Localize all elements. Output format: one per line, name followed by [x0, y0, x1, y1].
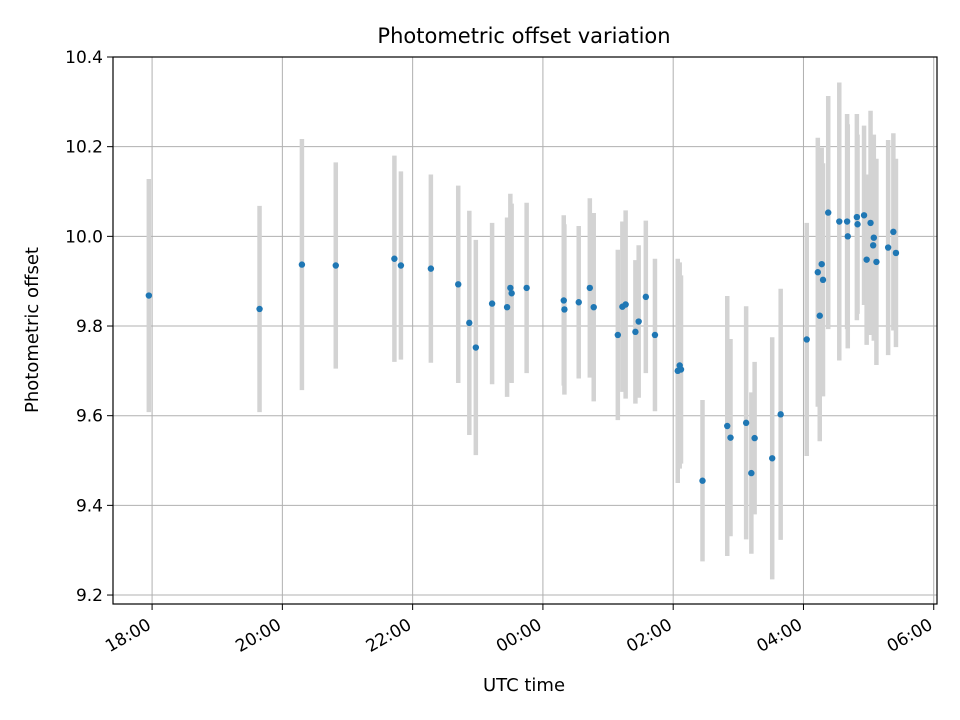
- data-point: [869, 242, 877, 249]
- data-point: [803, 336, 810, 343]
- y-tick-label: 9.8: [76, 317, 103, 337]
- data-point: [560, 297, 567, 304]
- data-point: [884, 244, 892, 251]
- data-point: [632, 328, 639, 336]
- data-point: [873, 258, 880, 266]
- data-point: [860, 212, 868, 219]
- data-point: [819, 276, 827, 284]
- data-point: [332, 262, 339, 269]
- data-point: [586, 284, 594, 292]
- y-tick-label: 9.6: [76, 407, 103, 427]
- data-point: [575, 299, 582, 306]
- data-point: [814, 269, 821, 276]
- data-point: [472, 344, 480, 351]
- data-point: [642, 293, 650, 301]
- data-point: [748, 469, 755, 477]
- data-point: [427, 265, 435, 272]
- data-point: [890, 228, 897, 236]
- x-axis-ticks: 18:00 20:00 22:00 00:00 02:00 04:00 06:00: [102, 604, 936, 657]
- data-point: [853, 213, 861, 221]
- y-tick-label: 9.2: [76, 586, 103, 606]
- data-point: [651, 331, 659, 339]
- data-point: [622, 301, 629, 308]
- data-point: [635, 318, 642, 325]
- data-point: [699, 477, 706, 484]
- data-point: [391, 255, 398, 262]
- error-bars: [146, 82, 899, 580]
- data-point: [590, 303, 597, 311]
- data-point: [818, 260, 825, 268]
- x-tick-label: 18:00: [102, 615, 154, 657]
- data-point: [455, 281, 462, 288]
- y-tick-label: 10.2: [65, 138, 103, 158]
- x-tick-label: 04:00: [754, 615, 806, 657]
- data-point: [867, 219, 874, 227]
- y-tick-label: 10.4: [65, 48, 103, 68]
- data-point: [816, 312, 823, 319]
- data-point: [677, 366, 685, 373]
- plot-frame: [112, 56, 938, 605]
- data-point: [488, 300, 496, 307]
- data-point: [298, 261, 306, 268]
- data-point: [523, 284, 530, 292]
- data-point: [256, 305, 263, 313]
- data-point: [614, 331, 622, 339]
- data-points: [145, 209, 900, 484]
- data-point: [836, 218, 843, 225]
- x-tick-label: 06:00: [884, 615, 936, 657]
- data-point: [724, 422, 731, 430]
- x-axis-label: UTC time: [483, 675, 565, 696]
- data-point: [466, 319, 473, 327]
- data-point: [844, 233, 851, 240]
- data-point: [854, 221, 861, 228]
- x-tick-label: 22:00: [363, 615, 415, 657]
- data-point: [397, 262, 405, 269]
- data-point: [503, 303, 511, 311]
- data-point: [843, 218, 851, 225]
- data-point: [561, 306, 568, 313]
- x-tick-label: 00:00: [493, 615, 545, 657]
- data-point: [863, 256, 870, 263]
- data-point: [892, 249, 900, 257]
- data-point: [742, 419, 750, 427]
- data-point: [825, 209, 832, 216]
- x-tick-label: 02:00: [623, 615, 675, 657]
- data-point: [508, 290, 515, 297]
- y-tick-label: 9.4: [76, 496, 103, 516]
- data-point: [751, 434, 758, 442]
- data-point: [727, 434, 734, 441]
- y-axis-ticks: 9.2 9.4 9.6 9.8 10.0 10.2 10.4: [65, 48, 113, 606]
- data-point: [145, 292, 153, 299]
- y-tick-label: 10.0: [65, 227, 103, 247]
- chart-title: Photometric offset variation: [377, 24, 670, 48]
- data-point: [507, 284, 514, 292]
- data-point: [870, 234, 878, 241]
- x-tick-label: 20:00: [232, 615, 284, 657]
- data-point: [769, 455, 776, 462]
- y-axis-label: Photometric offset: [22, 247, 43, 413]
- data-point: [777, 411, 784, 418]
